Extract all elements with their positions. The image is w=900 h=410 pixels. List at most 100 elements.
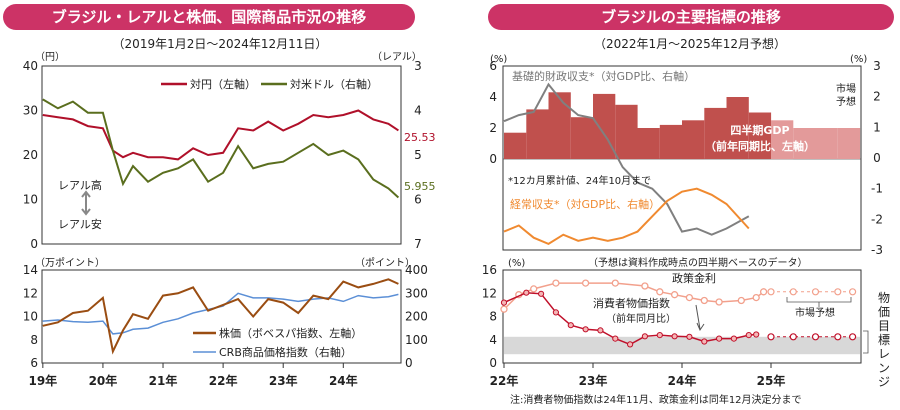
x-label-right-0: 22年: [490, 373, 519, 388]
tick-inflation-0: 16: [482, 263, 497, 277]
tick-gdp-left-0: 6: [489, 59, 497, 73]
label-cpi-1: 消費者物価指数: [593, 296, 670, 310]
x-label-left-4: 23年: [269, 373, 298, 388]
x-label-left-2: 21年: [149, 373, 178, 388]
gdp-bar-23Q2: [615, 104, 638, 160]
tick-labels-currency-right: 3 4 5 6 7: [414, 59, 422, 251]
x-label-left-5: 24年: [329, 373, 358, 388]
label-target-char-6: ジ: [878, 375, 890, 389]
tick-labels-currency-left: 40 30 20 10 0: [23, 59, 38, 251]
cpi-forecast-point-2: [811, 333, 820, 341]
end-label-usd: 5.955: [404, 180, 436, 193]
gdp-bar-22Q3: [548, 92, 571, 159]
annotation-real-low: レアル安: [58, 217, 102, 231]
policy-point-11: [715, 298, 723, 306]
tick-currency-right-4: 7: [414, 237, 422, 251]
cpi-forecast-point-3: [834, 333, 842, 341]
cpi-point-13: [701, 338, 708, 345]
cpi-point-12: [686, 333, 693, 340]
policy-point-10: [700, 296, 708, 305]
x-labels-right: 22年 23年 24年 25年: [490, 363, 785, 388]
x-label-left-0: 19年: [28, 373, 57, 388]
policy-point-8: [670, 291, 679, 299]
tick-gdp-left-1: 4: [489, 90, 497, 104]
tick-inflation-2: 8: [489, 310, 497, 324]
note-forecast: （予想は資料作成時点の四半期ベースのデータ）: [588, 256, 808, 269]
cpi-point-8: [627, 341, 634, 348]
policy-point-14: [759, 288, 768, 296]
gdp-bar-22Q4: [570, 117, 594, 159]
label-gdp-2: （前年同期比、左軸）: [705, 139, 815, 153]
left-subtitle: （2019年1月2日～2024年12月11日）: [113, 37, 328, 51]
policy-forecast-point-2: [811, 288, 820, 296]
tick-currency-left-3: 10: [23, 193, 38, 207]
cpi-forecast-point-4: [848, 333, 857, 341]
tick-inflation-1: 12: [482, 286, 497, 300]
cpi-point-7: [612, 335, 619, 342]
series-line-usd: [42, 98, 400, 199]
tick-gdp-right-2: 1: [873, 120, 881, 134]
cpi-point-15: [730, 335, 738, 342]
tick-stocks-right-4: 0: [405, 356, 413, 370]
right-unit-gdp: (%): [850, 54, 867, 65]
tick-gdp-right-6: -3: [871, 243, 883, 257]
label-current-account: 経常収支*（対GDP比、右軸）: [510, 197, 660, 211]
series-line-fiscal: [503, 82, 750, 236]
tick-labels-gdp-left: 6 4 2 0: [489, 59, 497, 166]
series-currency: [42, 98, 400, 199]
series-line-current: [503, 187, 750, 246]
tick-gdp-right-1: 2: [873, 90, 881, 104]
plot-frame-stocks: [41, 269, 402, 364]
policy-forecast-point-0: [767, 288, 775, 296]
series-line-jpy: [42, 109, 399, 161]
legend-jpy: 対円（左軸）: [190, 77, 256, 91]
gdp-bar-22Q1: [504, 132, 527, 159]
cpi-forecast-point-0: [767, 333, 775, 341]
policy-point-0: [500, 305, 508, 313]
chart-gdp: (%) (%) 6 4 2 0 3 2 1 0 -1 -2 -3 基礎的財政収支*（対GDP比、右…: [489, 54, 883, 257]
policy-point-6: [641, 282, 649, 290]
policy-point-9: [685, 293, 694, 302]
x-labels-left: 19年 20年 21年 22年 23年 24年: [28, 363, 358, 388]
market-forecast-bracket: [786, 297, 852, 307]
cpi-point-17: [753, 331, 760, 338]
tick-stocks-left-3: 8: [30, 333, 38, 347]
footnote-12m: *12カ月累計値、24年10月まで: [508, 174, 651, 187]
label-gdp-1: 四半期GDP: [730, 123, 789, 137]
policy-point-5: [611, 279, 619, 287]
cpi-point-1: [523, 289, 530, 296]
label-target-char-2: 目: [878, 319, 890, 333]
gdp-bar-25Q1: [771, 120, 794, 160]
policy-forecast-point-4: [848, 288, 857, 296]
gdp-bar-25Q2: [793, 128, 816, 159]
cpi-point-4: [567, 322, 574, 329]
legend-stock: 株価（ボベスパ指数、左軸）: [219, 326, 362, 340]
tick-labels-stocks-left: 14 12 10 8 6: [23, 263, 38, 370]
left-unit-gdp: (%): [490, 54, 507, 65]
chart-stocks: （万ポイント） （ポイント） 14 12 10 8 6 400 300 200 100 0 株価…: [23, 257, 428, 388]
cpi-point-16: [745, 332, 752, 339]
label-target-char-3: 標: [878, 333, 890, 347]
right-panel-title: ブラジルの主要指標の推移: [488, 4, 894, 30]
tick-currency-left-1: 30: [23, 104, 38, 118]
tick-labels-inflation: 16 12 8 4 0: [482, 263, 497, 370]
cpi-point-0: [500, 299, 508, 306]
tick-inflation-4: 0: [489, 356, 497, 370]
annotation-real-high: レアル高: [58, 178, 102, 192]
annotation-arrow-icon: [81, 190, 91, 216]
cpi-point-9: [641, 333, 649, 340]
end-label-jpy: 25.53: [404, 131, 436, 144]
tick-stocks-left-2: 10: [23, 310, 38, 324]
cpi-point-6: [597, 327, 604, 334]
label-target-char-0: 物: [878, 291, 890, 305]
gdp-bar-24Q2: [704, 107, 727, 159]
label-target-char-1: 価: [878, 305, 890, 319]
policy-point-13: [752, 293, 760, 302]
series-gdp: [503, 82, 861, 246]
tick-gdp-right-5: -2: [871, 212, 883, 226]
policy-forecast-point-3: [834, 288, 842, 296]
tick-gdp-left-3: 0: [489, 152, 497, 166]
left-panel-title: ブラジル・レアルと株価、国際商品市況の推移: [3, 4, 415, 30]
